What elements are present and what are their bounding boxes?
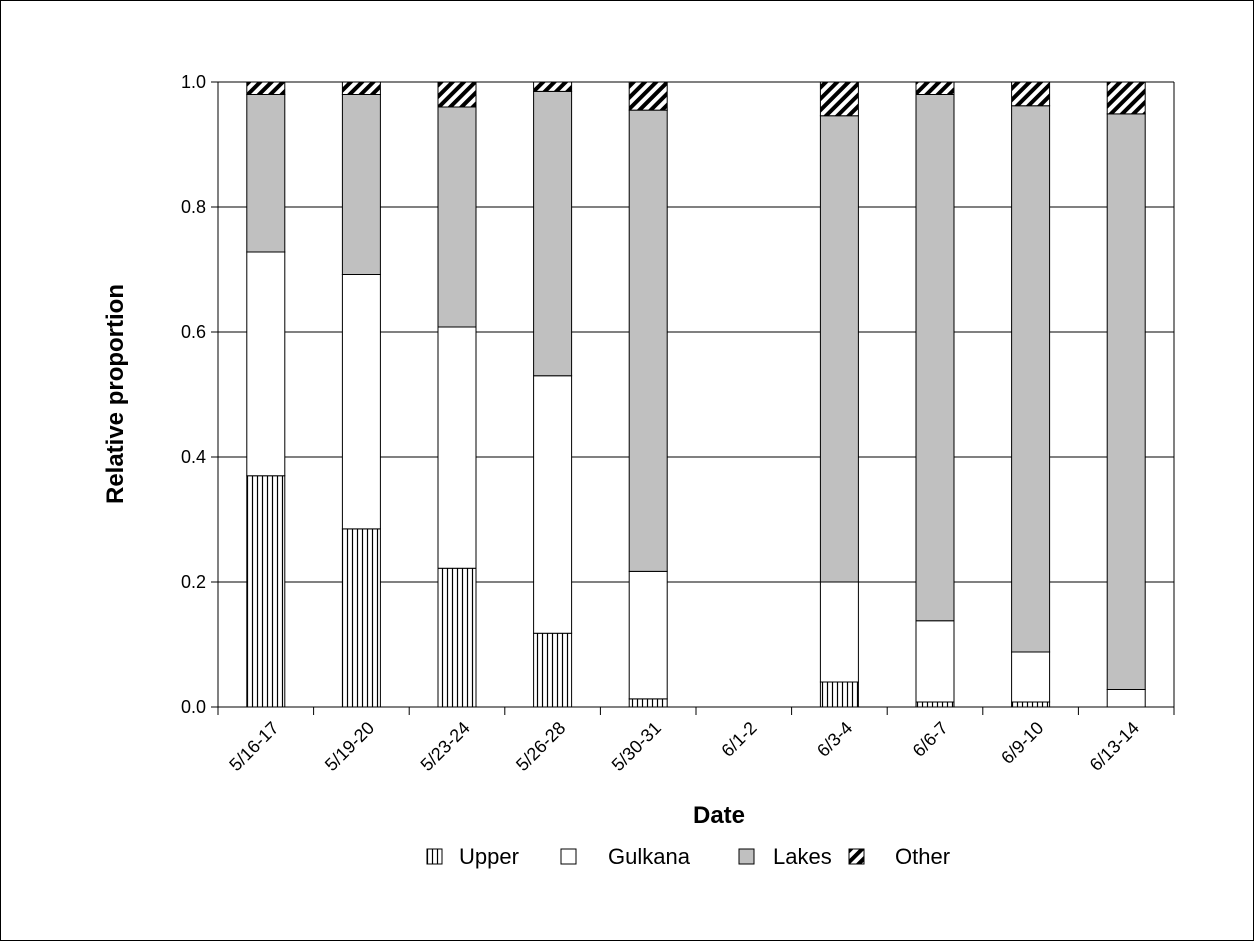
y-axis-title: Relative proportion (102, 284, 129, 504)
bar-segment-gulkana (819, 581, 859, 683)
x-tick-label: 6/13-14 (1086, 718, 1143, 775)
bar-segment-upper (628, 698, 668, 708)
x-axis-title: Date (693, 802, 745, 829)
bar-segment-other (628, 81, 668, 111)
y-tick-label: 0.0 (181, 697, 206, 717)
bar-segment-upper (246, 475, 286, 708)
bar-segment-other (819, 81, 859, 117)
bar-segment-other (1011, 81, 1051, 107)
y-tick-label: 0.4 (181, 447, 206, 467)
bar-segment-gulkana (1011, 651, 1051, 703)
legend-swatch-lakes (738, 848, 755, 865)
bar-segment-lakes (1011, 105, 1051, 653)
bar-segment-lakes (341, 94, 381, 275)
y-tick-label: 1.0 (181, 72, 206, 92)
bar-segment-gulkana (246, 251, 286, 477)
x-tick-label: 5/26-28 (512, 718, 569, 775)
bar-segment-other (246, 81, 286, 95)
legend-swatch-upper (426, 848, 443, 865)
bar-segment-other (437, 81, 477, 108)
bar-segment-upper (915, 701, 955, 708)
bars (246, 81, 1146, 708)
bar-segment-other (915, 81, 955, 95)
x-tick-label: 5/30-31 (608, 718, 665, 775)
bar-segment-gulkana (341, 274, 381, 530)
legend-label-gulkana: Gulkana (608, 844, 691, 869)
bar-segment-lakes (533, 90, 573, 377)
bar-segment-upper (437, 567, 477, 708)
bar-segment-other (533, 81, 573, 92)
bar-segment-upper (533, 632, 573, 708)
bar-segment-lakes (246, 94, 286, 253)
x-tick-label: 5/16-17 (225, 718, 282, 775)
y-tick-label: 0.6 (181, 322, 206, 342)
bar-segment-gulkana (628, 570, 668, 700)
legend: Upper Gulkana Lakes Other (426, 844, 950, 869)
bar-segment-upper (341, 528, 381, 708)
legend-label-lakes: Lakes (773, 844, 832, 869)
axes (211, 81, 1175, 715)
legend-swatch-gulkana (560, 848, 577, 865)
bar-segment-upper (819, 681, 859, 708)
bar-segment-upper (1011, 701, 1051, 708)
legend-swatch-other (848, 848, 865, 865)
bar-segment-gulkana (915, 620, 955, 703)
bar-segment-other (341, 81, 381, 95)
x-tick-label: 6/9-10 (997, 718, 1047, 768)
bar-segment-gulkana (533, 375, 573, 634)
x-tick-label: 6/1-2 (717, 718, 760, 761)
x-tick-label: 5/19-20 (321, 718, 378, 775)
x-tick-label: 6/6-7 (909, 718, 952, 761)
bar-segment-lakes (628, 109, 668, 572)
bar-segment-lakes (437, 106, 477, 328)
bar-segment-gulkana (437, 326, 477, 569)
y-tick-label: 0.8 (181, 197, 206, 217)
x-tick-label: 5/23-24 (417, 718, 474, 775)
y-tick-label: 0.2 (181, 572, 206, 592)
bar-segment-lakes (915, 94, 955, 622)
bar-segment-lakes (819, 115, 859, 583)
x-tick-label: 6/3-4 (813, 718, 856, 761)
bar-segment-gulkana (1106, 689, 1146, 708)
bar-segment-other (1106, 81, 1146, 115)
bar-segment-lakes (1106, 113, 1146, 690)
legend-label-other: Other (895, 844, 950, 869)
legend-label-upper: Upper (459, 844, 519, 869)
